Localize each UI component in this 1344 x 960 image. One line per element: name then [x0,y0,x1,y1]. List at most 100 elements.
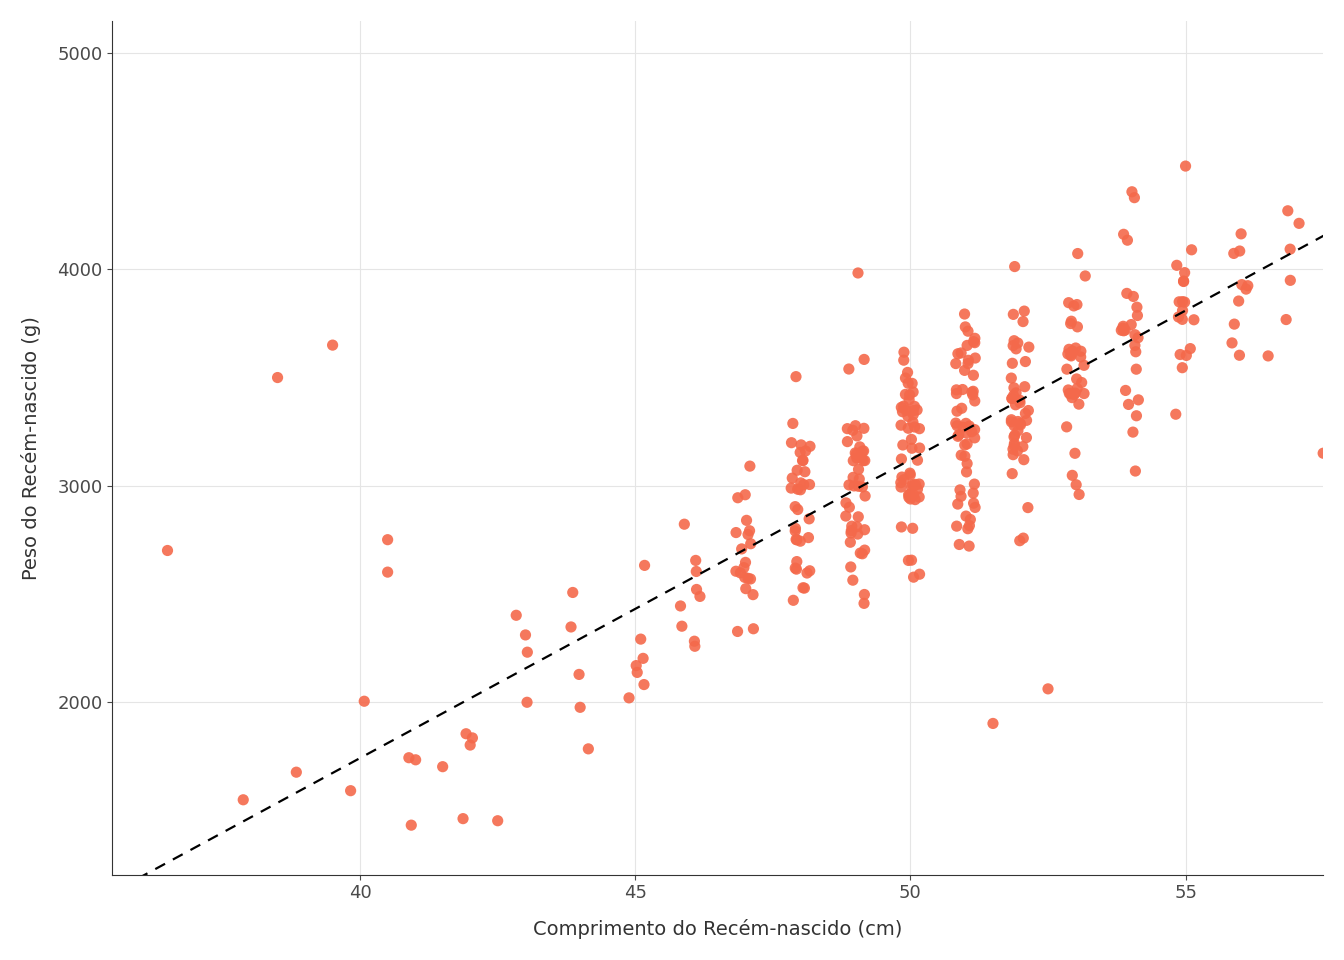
Point [907,481,929,496]
Point [1124,327,1145,343]
Point [843,453,864,468]
Point [964,335,985,350]
Point [1172,360,1193,375]
Point [669,598,691,613]
Point [902,477,923,492]
Point [1003,388,1024,403]
Point [1058,295,1079,310]
Point [1117,232,1138,248]
Point [891,404,913,420]
Point [735,581,757,596]
Point [954,320,976,335]
Point [1003,380,1024,396]
Point [1125,344,1146,359]
Point [1068,487,1090,502]
Point [891,451,913,467]
Point [790,482,812,497]
Point [1074,358,1095,373]
Point [516,695,538,710]
Point [837,434,859,449]
Point [1062,344,1083,359]
Point [625,658,646,673]
Point [1004,438,1025,453]
Point [906,402,927,418]
Point [843,478,864,493]
Point [900,553,922,568]
Point [1070,349,1091,365]
Point [848,462,870,477]
Point [1173,295,1195,310]
Point [1312,445,1333,461]
Point [954,438,976,453]
Point [964,330,985,346]
Point [843,572,864,588]
Point [1003,306,1024,322]
Point [739,571,761,587]
Point [1009,416,1031,431]
Point [961,424,982,440]
Point [905,477,926,492]
Point [1173,274,1195,289]
Point [898,392,919,407]
Point [785,523,806,539]
Point [852,479,874,494]
X-axis label: Comprimento do Recém-nascido (cm): Comprimento do Recém-nascido (cm) [534,919,903,939]
Point [899,466,921,481]
Point [894,345,915,360]
Point [453,811,474,827]
Point [892,398,914,414]
Point [741,536,762,551]
Point [945,356,966,372]
Point [794,581,816,596]
Point [843,422,864,438]
Point [730,565,751,581]
Point [953,420,974,435]
Point [789,534,810,549]
Point [1067,319,1089,334]
Point [267,370,289,385]
Point [961,385,982,400]
Point [1000,371,1021,386]
Point [726,525,747,540]
Point [949,482,970,497]
Point [948,496,969,512]
Point [739,523,761,539]
Point [727,490,749,505]
Point [790,437,812,452]
Point [1009,395,1031,410]
Point [840,523,862,539]
Point [1016,430,1038,445]
Point [956,509,977,524]
Point [836,421,857,437]
Point [1015,406,1036,421]
Point [1126,408,1148,423]
Point [982,716,1004,732]
Point [855,489,876,504]
Point [401,818,422,833]
Point [1062,344,1083,359]
Point [1001,391,1023,406]
Point [1122,289,1144,304]
Point [895,403,917,419]
Point [1128,393,1149,408]
Point [852,453,874,468]
Point [848,509,870,524]
Point [460,737,481,753]
Point [909,421,930,437]
Point [948,428,969,444]
Point [898,409,919,424]
Point [899,468,921,483]
Point [793,477,814,492]
Point [1116,286,1137,301]
Point [907,452,929,468]
Point [899,387,921,402]
Point [727,624,749,639]
Point [376,532,398,547]
Point [671,618,692,634]
Point [965,500,986,516]
Point [673,516,695,532]
Point [1009,533,1031,548]
Point [685,582,707,597]
Point [630,632,652,647]
Point [685,553,707,568]
